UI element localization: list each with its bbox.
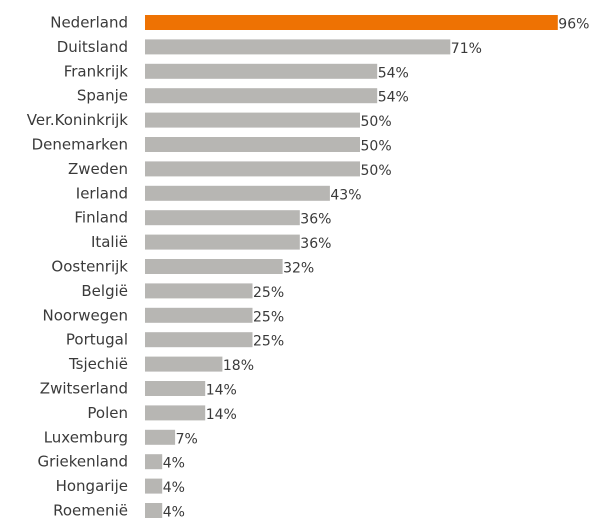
- bar-luxemburg: [145, 429, 176, 445]
- bar-portugal: [145, 332, 253, 348]
- bar-zwitserland: [145, 381, 206, 396]
- category-label-frankrijk: Frankrijk: [64, 62, 129, 80]
- value-labels: 96%71%54%54%50%50%50%43%36%36%32%25%25%2…: [163, 17, 590, 521]
- bar-oostenrijk: [145, 259, 283, 274]
- value-label-noorwegen: 25%: [253, 309, 284, 325]
- bar-zweden: [145, 161, 360, 177]
- category-label-itali: Italië: [91, 233, 128, 251]
- category-label-griekenland: Griekenland: [38, 453, 128, 471]
- category-label-zwitserland: Zwitserland: [40, 380, 128, 398]
- bar-ierland: [145, 185, 330, 201]
- category-label-ierland: Ierland: [76, 184, 128, 202]
- value-label-zweden: 50%: [361, 163, 392, 179]
- bar-finland: [145, 210, 300, 226]
- value-label-denemarken: 50%: [361, 139, 392, 155]
- value-label-ierland: 43%: [330, 187, 361, 203]
- bar-frankrijk: [145, 63, 378, 79]
- value-label-tsjechi: 18%: [223, 358, 254, 374]
- category-label-ver-koninkrijk: Ver.Koninkrijk: [27, 111, 129, 129]
- value-label-nederland: 96%: [558, 17, 589, 33]
- value-label-oostenrijk: 32%: [283, 261, 314, 277]
- category-label-polen: Polen: [87, 404, 128, 422]
- category-label-zweden: Zweden: [68, 160, 128, 178]
- value-label-luxemburg: 7%: [176, 431, 198, 447]
- category-label-belgi: België: [81, 282, 128, 300]
- bar-polen: [145, 405, 206, 421]
- value-label-belgi: 25%: [253, 285, 284, 301]
- value-label-frankrijk: 54%: [378, 65, 409, 81]
- bar-duitsland: [145, 39, 451, 55]
- value-label-polen: 14%: [206, 407, 237, 423]
- category-label-denemarken: Denemarken: [32, 136, 128, 154]
- value-label-spanje: 54%: [378, 90, 409, 106]
- value-label-roemeni: 4%: [163, 505, 185, 521]
- bar-denemarken: [145, 137, 360, 152]
- bar-spanje: [145, 88, 378, 104]
- bar-noorwegen: [145, 307, 253, 323]
- category-label-tsjechi: Tsjechië: [68, 355, 128, 373]
- value-label-duitsland: 71%: [451, 41, 482, 57]
- bar-itali: [145, 234, 300, 250]
- value-label-griekenland: 4%: [163, 456, 185, 472]
- category-label-portugal: Portugal: [66, 331, 128, 349]
- category-label-noorwegen: Noorwegen: [43, 306, 129, 324]
- bar-nederland: [145, 15, 558, 30]
- bar-griekenland: [145, 454, 163, 470]
- category-label-spanje: Spanje: [77, 87, 128, 105]
- value-label-finland: 36%: [300, 212, 331, 228]
- category-label-luxemburg: Luxemburg: [44, 428, 128, 446]
- category-label-hongarije: Hongarije: [56, 477, 128, 495]
- bars: [145, 15, 558, 518]
- bar-tsjechi: [145, 356, 223, 372]
- value-label-portugal: 25%: [253, 334, 284, 350]
- category-labels: Nederland Duitsland Frankrijk Spanje Ver.Kon…: [27, 14, 129, 520]
- value-label-zwitserland: 14%: [206, 383, 237, 399]
- bar-hongarije: [145, 478, 163, 494]
- value-label-itali: 36%: [300, 236, 331, 252]
- category-label-finland: Finland: [74, 209, 128, 227]
- bar-roemeni: [145, 503, 163, 518]
- bar-ver-koninkrijk: [145, 112, 360, 128]
- category-label-roemeni: Roemenië: [53, 502, 128, 520]
- category-label-oostenrijk: Oostenrijk: [51, 258, 128, 276]
- bar-belgi: [145, 283, 253, 299]
- value-label-ver-koninkrijk: 50%: [361, 114, 392, 130]
- category-label-nederland: Nederland: [50, 14, 128, 32]
- category-label-duitsland: Duitsland: [57, 38, 128, 56]
- value-label-hongarije: 4%: [163, 480, 185, 496]
